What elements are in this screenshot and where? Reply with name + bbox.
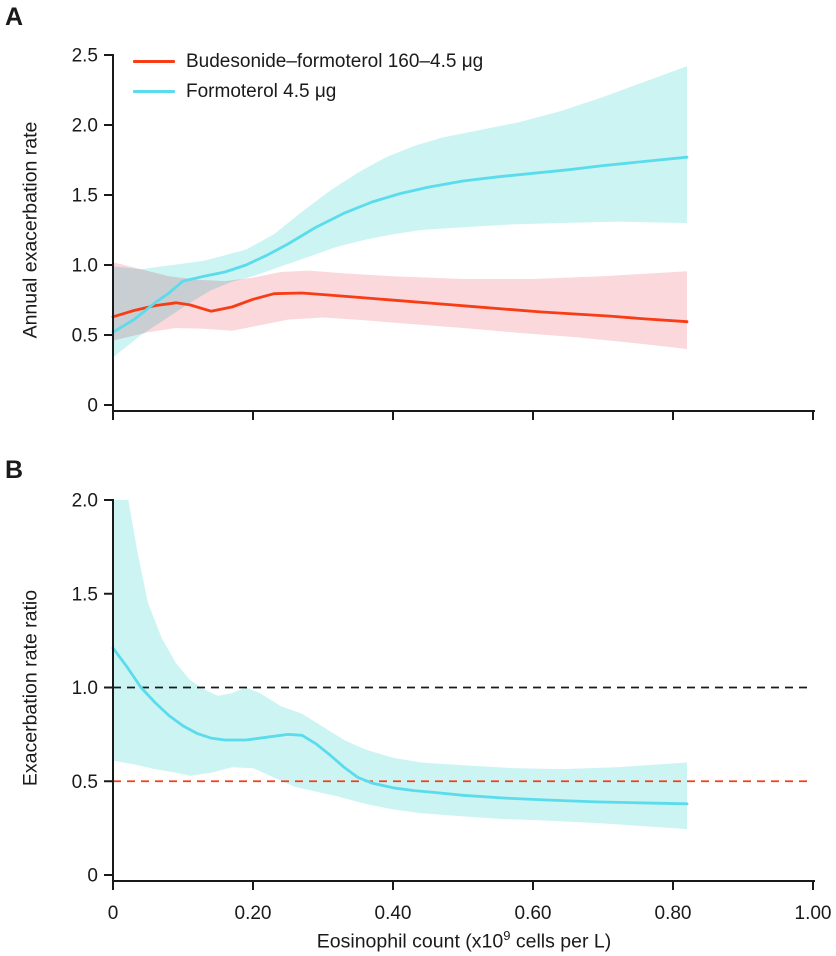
panel-b-x-tick-label: 0.60: [515, 903, 552, 924]
panel-b-y-tick-label: 1.5: [72, 584, 98, 605]
panel-b-x-tick-label: 0: [108, 903, 119, 924]
panel-b-y-tick-label: 2.0: [72, 491, 98, 512]
panel-a-label: A: [5, 3, 24, 31]
formoterol-line-swatch: [133, 90, 175, 93]
x-axis-title: Eosinophil count (x109 cells per L): [316, 928, 612, 953]
budesonide-formoterol-line: [111, 291, 689, 324]
legend-label: Formoterol 4.5 μg: [186, 81, 337, 102]
legend: Budesonide–formoterol 160–4.5 μg Formote…: [133, 51, 483, 102]
panel-b-y-tick-label: 0: [87, 866, 98, 887]
legend-item-formoterol: Formoterol 4.5 μg: [133, 81, 483, 102]
rate-ratio-line: [111, 646, 689, 806]
budesonide-formoterol-confidence-band: [113, 262, 687, 349]
panel-b-x-tick-label: 1.00: [795, 903, 832, 924]
panel-a-y-tick-label: 1.0: [72, 256, 98, 277]
budesonide-formoterol-line-swatch: [133, 60, 175, 63]
panel-b-x-tick-label: 0.20: [235, 903, 272, 924]
formoterol-confidence-band: [113, 66, 687, 358]
legend-item-budesonide-formoterol: Budesonide–formoterol 160–4.5 μg: [133, 51, 483, 72]
panel-b-x-tick-label: 0.40: [375, 903, 412, 924]
formoterol-line: [111, 155, 689, 334]
panel-a-y-tick-label: 2.5: [72, 46, 98, 67]
panel-a-y-tick-label: 0.5: [72, 326, 98, 347]
rate-ratio-confidence-band: [113, 500, 687, 830]
x-axis-title-superscript: 9: [503, 928, 511, 943]
panel-b-label: B: [5, 456, 24, 484]
panel-a-y-tick-label: 2.0: [72, 116, 98, 137]
panel-a-y-tick-label: 0: [87, 396, 98, 417]
panel-b-y-tick-label: 0.5: [72, 772, 98, 793]
panel-b-x-tick-label: 0.80: [655, 903, 692, 924]
legend-label: Budesonide–formoterol 160–4.5 μg: [186, 51, 484, 72]
panel-b-y-tick-label: 1.0: [72, 678, 98, 699]
panel-a-y-tick-label: 1.5: [72, 186, 98, 207]
